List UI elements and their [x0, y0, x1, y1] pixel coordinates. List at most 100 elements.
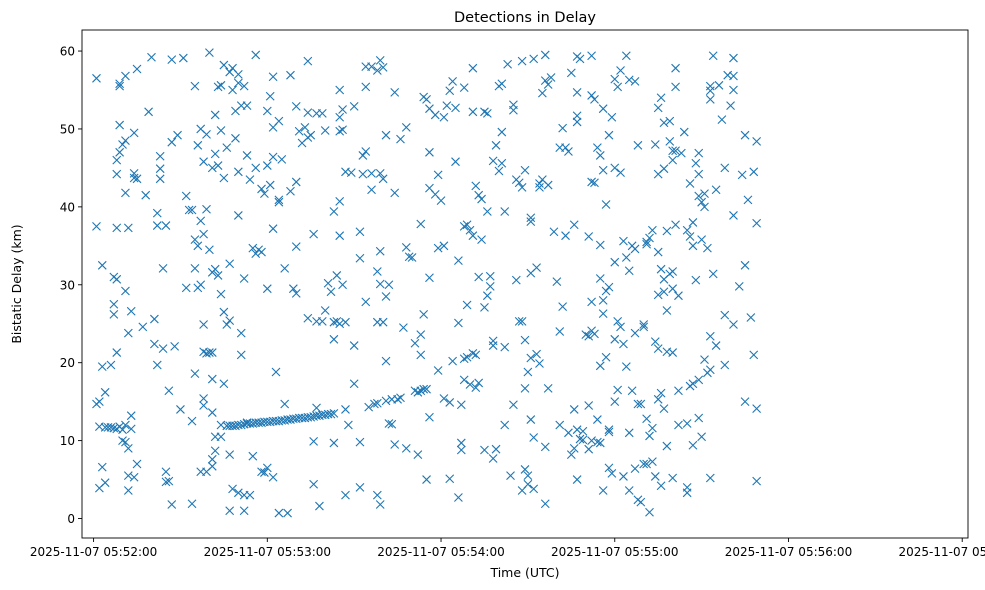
y-tick-label: 20 [60, 356, 75, 370]
data-point-marker [404, 252, 414, 262]
data-point-marker [144, 107, 153, 117]
data-point-marker [543, 384, 553, 393]
data-point-marker [552, 277, 562, 287]
data-point-marker [740, 397, 750, 407]
data-point-marker [619, 339, 628, 349]
data-point-marker [468, 107, 478, 117]
data-point-marker [138, 322, 148, 332]
data-point-marker [181, 191, 191, 201]
data-point-marker [572, 117, 582, 127]
data-point-marker [436, 196, 446, 206]
data-point-marker [288, 284, 298, 294]
data-point-marker [517, 56, 527, 66]
data-point-marker [126, 424, 136, 434]
data-point-marker [526, 213, 536, 223]
data-point-marker [355, 437, 365, 447]
x-tick-label: 2025-11-07 05:56:00 [725, 545, 852, 559]
data-point-marker [549, 227, 559, 237]
data-point-marker [132, 459, 142, 469]
data-point-marker [219, 60, 229, 70]
data-point-marker [231, 133, 240, 143]
data-point-marker [199, 401, 208, 410]
data-point-marker [590, 178, 599, 188]
data-point-marker [399, 323, 408, 333]
data-point-marker [540, 76, 550, 86]
data-point-marker [494, 166, 504, 176]
data-point-marker [697, 235, 707, 244]
data-point-marker [578, 426, 588, 436]
data-point-marker [604, 130, 614, 140]
data-point-marker [326, 287, 336, 297]
data-point-marker [167, 137, 177, 147]
data-point-marker [630, 244, 640, 254]
data-point-marker [361, 297, 371, 307]
data-point-marker [587, 436, 596, 445]
data-point-marker [123, 471, 133, 481]
data-point-marker [711, 341, 721, 350]
data-point-marker [375, 55, 385, 65]
data-point-marker [520, 165, 530, 175]
data-point-marker [520, 465, 530, 474]
data-point-marker [216, 80, 226, 90]
data-point-marker [564, 147, 573, 156]
data-point-marker [112, 274, 122, 284]
x-tick-label: 2025-11-07 05:55:00 [551, 545, 678, 559]
data-point-marker [233, 488, 243, 498]
data-point-marker [642, 459, 651, 469]
data-point-marker [97, 260, 107, 270]
data-point-marker [341, 490, 350, 500]
data-point-marker [480, 302, 489, 312]
data-point-marker [228, 484, 237, 494]
data-point-marker [671, 82, 680, 92]
data-point-marker [749, 350, 759, 360]
data-point-marker [633, 140, 643, 150]
data-point-marker [462, 220, 472, 230]
data-point-marker [645, 233, 654, 243]
data-point-marker [584, 232, 594, 241]
data-point-marker [509, 105, 518, 115]
data-point-marker [578, 435, 588, 445]
data-point-marker [482, 291, 492, 301]
data-point-marker [613, 82, 623, 92]
data-point-marker [448, 356, 458, 366]
x-tick-label: 2025-11-07 05:54:00 [377, 545, 504, 559]
data-point-marker [448, 77, 458, 86]
data-point-marker [306, 412, 316, 422]
data-point-marker [621, 362, 631, 371]
data-point-marker [173, 130, 182, 140]
x-tick-label: 2025-11-07 05:52:00 [30, 545, 157, 559]
data-point-marker [346, 168, 356, 177]
data-point-marker [500, 207, 510, 216]
data-point-marker [572, 111, 582, 121]
data-point-marker [115, 79, 125, 89]
data-point-marker [106, 422, 116, 432]
data-point-marker [627, 386, 637, 396]
data-point-marker [121, 420, 130, 430]
data-point-marker [358, 151, 368, 160]
data-point-marker [375, 246, 385, 256]
data-point-marker [705, 473, 715, 483]
data-point-marker [537, 88, 547, 98]
data-point-marker [674, 386, 683, 396]
data-point-marker [598, 295, 608, 305]
data-point-marker [729, 53, 738, 63]
data-point-marker [642, 414, 651, 424]
data-point-marker [178, 53, 188, 63]
data-point-marker [616, 322, 625, 332]
data-point-marker [361, 147, 371, 156]
data-point-marker [147, 52, 156, 62]
data-point-marker [610, 334, 620, 344]
data-point-marker [564, 428, 573, 438]
data-point-marker [439, 241, 449, 251]
data-point-marker [459, 83, 469, 93]
data-point-marker [121, 71, 130, 81]
data-point-marker [529, 433, 539, 442]
y-tick-label: 40 [60, 200, 75, 214]
data-point-marker [233, 211, 243, 220]
data-point-marker [639, 459, 649, 469]
data-point-marker [207, 454, 217, 464]
data-point-marker [488, 454, 498, 463]
data-point-marker [659, 118, 669, 128]
data-point-marker [121, 286, 130, 296]
data-point-marker [219, 379, 229, 389]
